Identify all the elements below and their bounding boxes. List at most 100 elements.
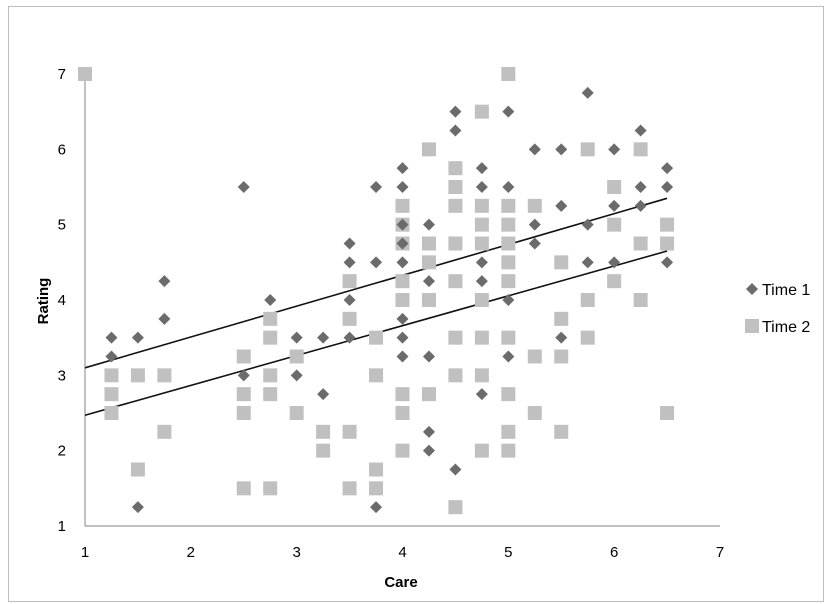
time-1-point <box>370 181 383 193</box>
time-1-point <box>396 331 409 344</box>
time-2-point <box>421 236 436 251</box>
time-2-point <box>421 142 436 157</box>
time-1-point <box>608 199 621 212</box>
time-1-point <box>105 350 118 363</box>
time-1-point <box>158 275 171 288</box>
time-2-point <box>448 500 463 515</box>
time-1-point <box>290 331 303 344</box>
time-2-point <box>554 349 569 364</box>
time-2-point <box>289 349 304 364</box>
x-tick-label: 7 <box>716 544 724 561</box>
time-1-point <box>528 218 541 231</box>
time-2-point <box>501 274 516 289</box>
time-2-point <box>421 387 436 402</box>
time-2-point <box>660 217 675 232</box>
time-2-point <box>236 387 251 402</box>
time-1-point <box>555 331 568 344</box>
time-1-point <box>661 162 674 175</box>
x-tick-label: 2 <box>187 544 195 561</box>
time-2-point <box>501 217 516 232</box>
y-axis-title: Rating <box>35 278 52 325</box>
time-1-point <box>634 124 647 137</box>
time-2-point <box>448 274 463 289</box>
legend-label-time-1: Time 1 <box>762 282 810 299</box>
time-2-point <box>316 443 331 458</box>
time-2-point <box>369 481 384 496</box>
time-2-point <box>580 293 595 307</box>
time-2-point <box>342 311 357 326</box>
time-1-point <box>317 331 330 344</box>
points-group <box>78 67 675 515</box>
time-2-point <box>501 424 516 439</box>
time-1-point <box>396 256 409 269</box>
time-2-point <box>421 293 436 307</box>
time-1-point <box>396 350 409 363</box>
time-1-point <box>555 199 568 212</box>
time-1-point <box>396 162 409 175</box>
y-tick-group: 1 2 3 4 5 6 7 <box>58 66 66 535</box>
time-1-point <box>158 312 171 325</box>
time-2-point <box>236 406 251 420</box>
time-1-point <box>449 124 462 137</box>
time-1-point <box>555 143 568 156</box>
x-tick-label: 5 <box>504 544 512 561</box>
time-1-point <box>131 501 144 514</box>
time-1-point <box>475 275 488 288</box>
time-2-point <box>633 236 648 251</box>
time-2-point <box>580 330 595 345</box>
time-1-point <box>634 199 647 212</box>
time-2-point <box>289 406 304 420</box>
time-1-point <box>343 256 356 269</box>
x-tick-label: 3 <box>292 544 300 561</box>
time-2-point <box>448 330 463 345</box>
legend-marker-time-1 <box>746 283 758 295</box>
time-1-point <box>317 388 330 401</box>
time-1-point <box>237 181 250 193</box>
time-2-point <box>660 236 675 251</box>
time-2-point <box>554 255 569 270</box>
time-2-point <box>501 255 516 270</box>
x-tick-label: 1 <box>81 544 89 561</box>
time-1-point <box>475 388 488 401</box>
y-tick-label: 4 <box>58 292 66 309</box>
time-1-point <box>634 181 647 193</box>
time-2-point <box>395 198 410 213</box>
y-tick-label: 7 <box>58 66 66 83</box>
time-2-point <box>474 217 489 232</box>
time-1-point <box>396 312 409 325</box>
time-1-point <box>290 369 303 382</box>
time-2-point <box>236 481 251 496</box>
x-tick-label: 4 <box>398 544 406 561</box>
time-2-point <box>501 67 516 81</box>
x-tick-label: 6 <box>610 544 618 561</box>
time-2-point <box>263 481 278 496</box>
time-2-point <box>660 406 675 420</box>
time-1-point <box>581 218 594 231</box>
y-tick-label: 6 <box>58 141 66 158</box>
time-1-point <box>608 256 621 269</box>
trendline-group <box>84 197 668 417</box>
time-1-point <box>396 218 409 231</box>
time-2-point <box>130 462 145 477</box>
time-2-point <box>130 368 145 383</box>
x-tick-group: 1 2 3 4 5 6 7 <box>81 544 724 561</box>
time-1-point <box>528 143 541 156</box>
time-2-point <box>263 330 278 345</box>
time-1-point <box>370 501 383 514</box>
time-1-point <box>661 256 674 269</box>
time-1-trendline <box>84 197 668 369</box>
time-2-point <box>474 236 489 251</box>
time-1-point <box>608 143 621 156</box>
time-1-point <box>449 463 462 476</box>
time-1-point <box>422 218 435 231</box>
time-2-point <box>395 387 410 402</box>
time-2-point <box>474 443 489 458</box>
time-2-point <box>448 180 463 194</box>
time-1-point <box>581 256 594 269</box>
time-2-point <box>104 368 119 383</box>
time-2-point <box>369 330 384 345</box>
time-2-point <box>448 161 463 176</box>
time-1-point <box>343 237 356 250</box>
time-1-point <box>502 350 515 363</box>
time-2-point <box>395 443 410 458</box>
